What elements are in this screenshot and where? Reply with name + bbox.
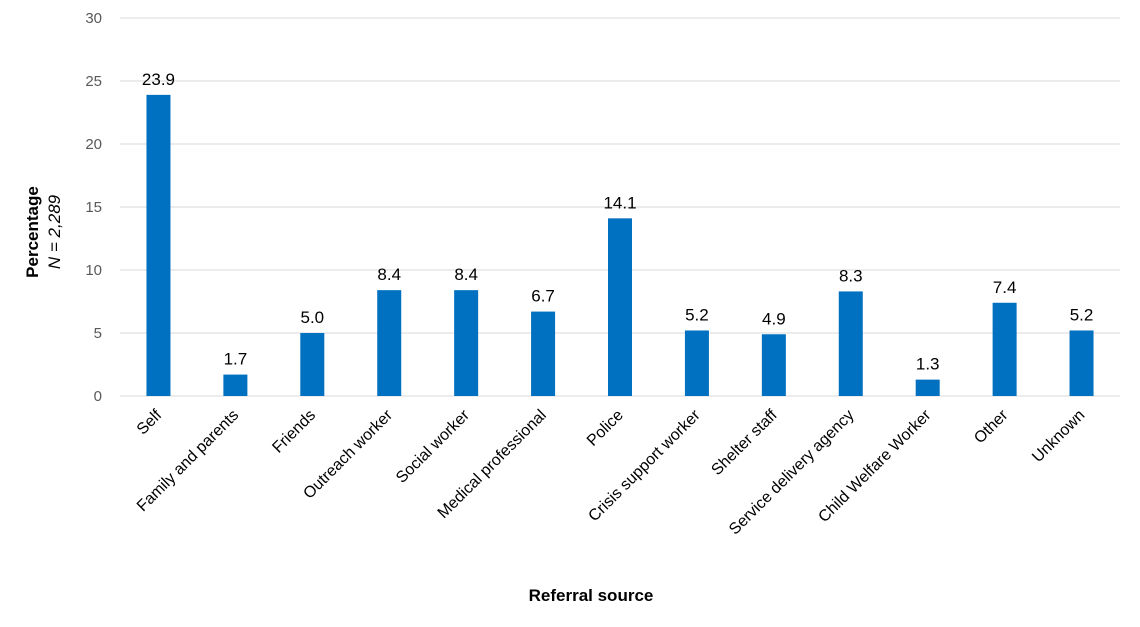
data-labels: 23.9 1.7 5.0 8.4 8.4 6.7 14.1 5.2 4.9 8.3 1.3 7.4 5.… bbox=[142, 70, 1093, 374]
bar bbox=[684, 330, 709, 396]
x-axis-title: Referral source bbox=[529, 586, 654, 605]
bar bbox=[838, 291, 863, 396]
y-axis-subtitle: N = 2,289 bbox=[45, 194, 64, 269]
data-label: 5.2 bbox=[685, 305, 709, 324]
data-label: 8.4 bbox=[377, 265, 401, 284]
y-axis-title: Percentage bbox=[23, 186, 42, 278]
y-tick-label: 0 bbox=[94, 388, 102, 405]
data-label: 1.3 bbox=[916, 355, 940, 374]
data-label: 1.7 bbox=[224, 350, 248, 369]
bar bbox=[531, 311, 556, 396]
x-category-label: Social worker bbox=[393, 406, 473, 486]
bar bbox=[1069, 330, 1094, 396]
bar bbox=[377, 290, 402, 396]
x-category-label: Self bbox=[134, 406, 166, 438]
y-tick-label: 30 bbox=[85, 10, 102, 27]
y-axis-ticks: 0 5 10 15 20 25 30 bbox=[85, 10, 102, 405]
data-label: 7.4 bbox=[993, 278, 1017, 297]
data-label: 8.4 bbox=[454, 265, 478, 284]
data-label: 8.3 bbox=[839, 266, 863, 285]
x-category-label: Friends bbox=[269, 407, 319, 457]
data-label: 5.2 bbox=[1070, 305, 1094, 324]
y-tick-label: 25 bbox=[85, 73, 102, 90]
data-label: 4.9 bbox=[762, 309, 786, 328]
data-label: 23.9 bbox=[142, 70, 175, 89]
bar bbox=[608, 218, 632, 396]
x-category-label: Shelter staff bbox=[708, 406, 781, 479]
bar bbox=[761, 334, 786, 396]
data-label: 5.0 bbox=[300, 308, 324, 327]
bars bbox=[146, 94, 1094, 397]
data-label: 14.1 bbox=[603, 193, 636, 212]
bar bbox=[223, 374, 248, 396]
x-category-label: Unknown bbox=[1029, 407, 1088, 466]
bar bbox=[454, 290, 479, 396]
bar bbox=[992, 302, 1017, 396]
x-category-label: Other bbox=[971, 406, 1012, 447]
bar bbox=[146, 94, 171, 397]
y-tick-label: 10 bbox=[85, 262, 102, 279]
y-tick-label: 20 bbox=[85, 136, 102, 153]
y-tick-label: 15 bbox=[85, 199, 102, 216]
x-category-label: Police bbox=[584, 407, 627, 450]
y-tick-label: 5 bbox=[94, 325, 102, 342]
data-label: 6.7 bbox=[531, 287, 555, 306]
bar bbox=[915, 379, 940, 396]
bar bbox=[300, 333, 325, 396]
x-category-label: Service delivery agency bbox=[726, 407, 857, 538]
